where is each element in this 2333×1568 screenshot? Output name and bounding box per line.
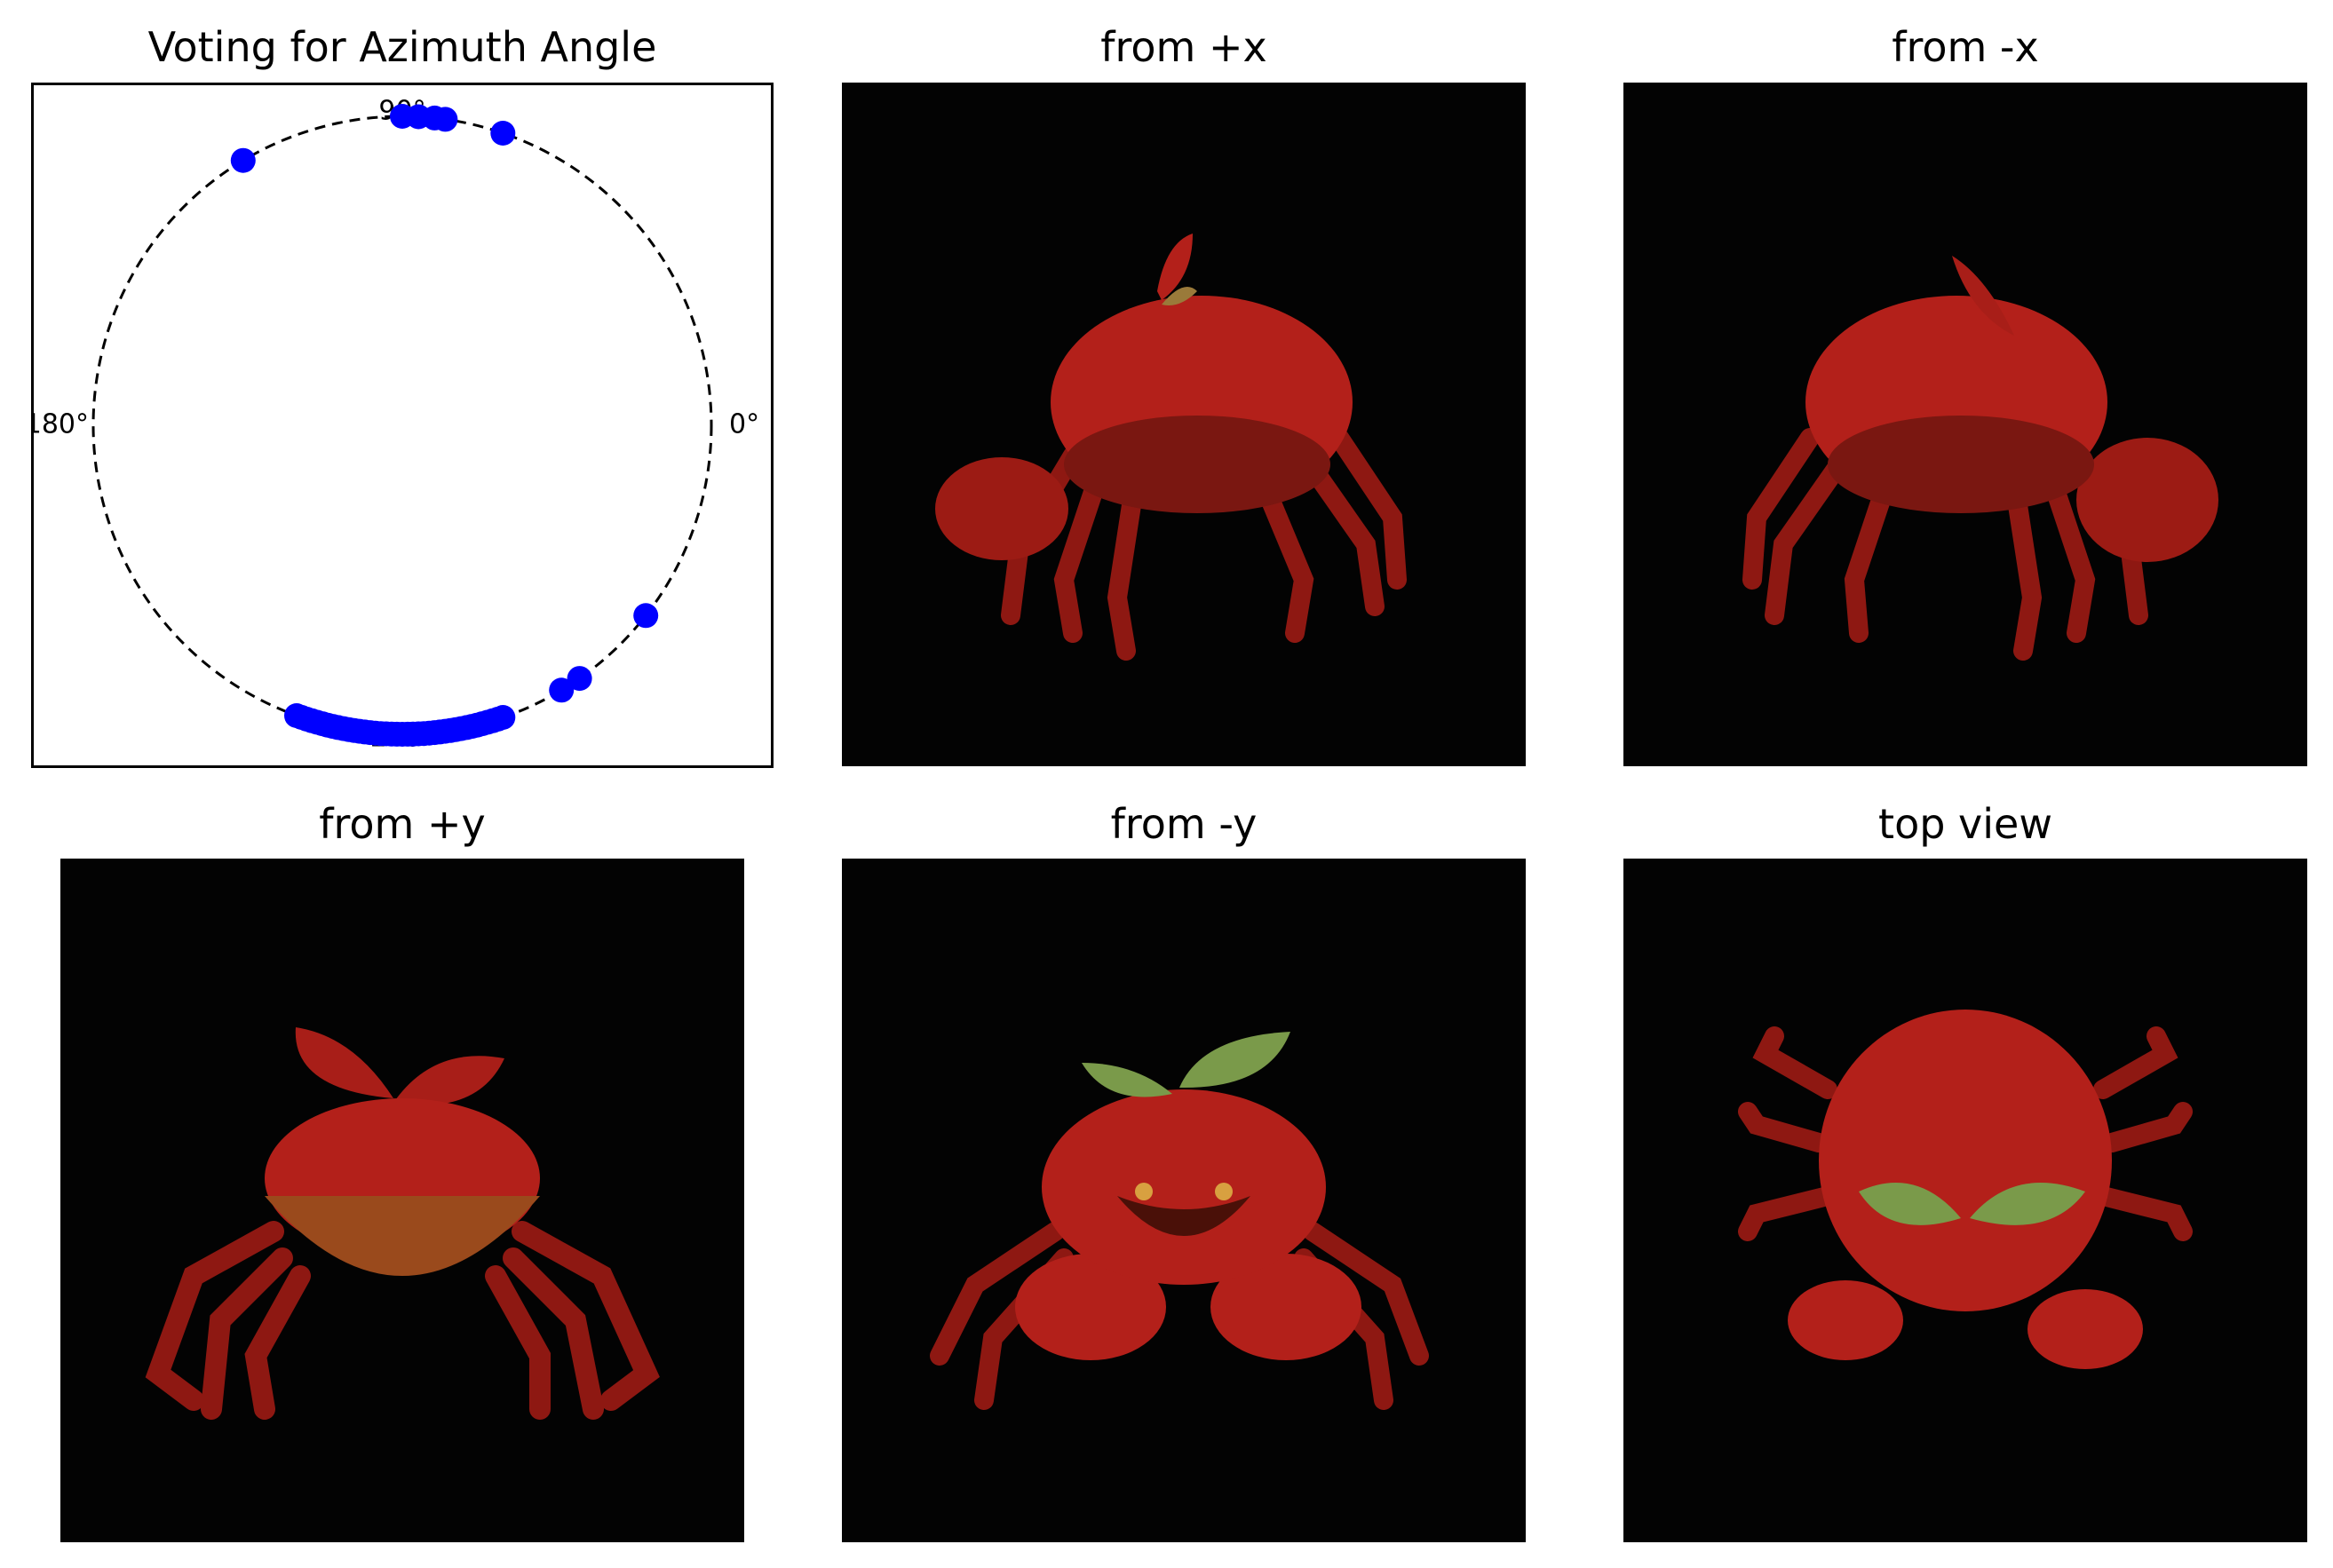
crab-claw [2076,438,2218,562]
angle-label-180: 180° [34,409,89,440]
crab-leaf-small [1162,287,1197,305]
top-view-title: top view [1878,800,2052,848]
crab-body [1819,1010,2112,1311]
vote-point [633,603,659,629]
crab-underside [1064,416,1330,513]
polar-chart: 90° 0° 180° 270° [34,96,759,754]
crab-legs-right [1250,428,1407,643]
crab-legs-left [1742,428,1900,643]
crab-claw-left [1788,1280,1903,1360]
polar-chart-title: Voting for Azimuth Angle [147,23,657,71]
crab-face [1117,1196,1250,1236]
crab-leaf-left [295,1027,393,1098]
from-plus-y-title: from +y [319,800,486,848]
angle-label-0: 0° [729,409,759,440]
from-minus-x-image [1623,83,2307,766]
crab-legs-left [1738,1026,1837,1241]
crab-claw-left [1015,1254,1166,1360]
crab-legs-left [145,1221,311,1420]
crab-leaf [1952,256,2014,336]
from-plus-x-title: from +x [1100,23,1267,71]
crab-legs-right [2093,1026,2193,1241]
from-minus-y-title: from -y [1110,800,1258,848]
vote-point [230,147,256,173]
crab-body [1042,1089,1326,1285]
from-minus-y-image [842,859,1526,1542]
crab-claw-right [1210,1254,1361,1360]
reference-circle [91,115,713,736]
crab-leaf-left [1859,1183,1961,1225]
crab-leaf-right [393,1056,504,1105]
crab-leaf-right [1179,1032,1290,1089]
crab-claw-right [2027,1289,2143,1369]
crab-underside [1828,416,2094,513]
vote-point [490,121,516,146]
vote-point [567,666,592,692]
crab-leaf-left [1082,1063,1172,1097]
crab-eye-right [1215,1183,1233,1200]
from-minus-x-title: from -x [1892,23,2039,71]
vote-point [432,107,458,132]
vote-point [284,703,309,728]
crab-claw [935,457,1068,560]
from-plus-y-image [60,859,744,1542]
crab-leaf [1157,234,1193,300]
crab-eye-left [1135,1183,1153,1200]
from-plus-x-image [842,83,1526,766]
polar-chart-axes: 90° 0° 180° 270° [31,83,774,768]
vote-point [549,677,575,703]
crab-face [265,1196,540,1276]
crab-legs-right [485,1221,660,1420]
top-view-image [1623,859,2307,1542]
vote-points [230,104,659,747]
crab-leaf-right [1970,1183,2085,1225]
